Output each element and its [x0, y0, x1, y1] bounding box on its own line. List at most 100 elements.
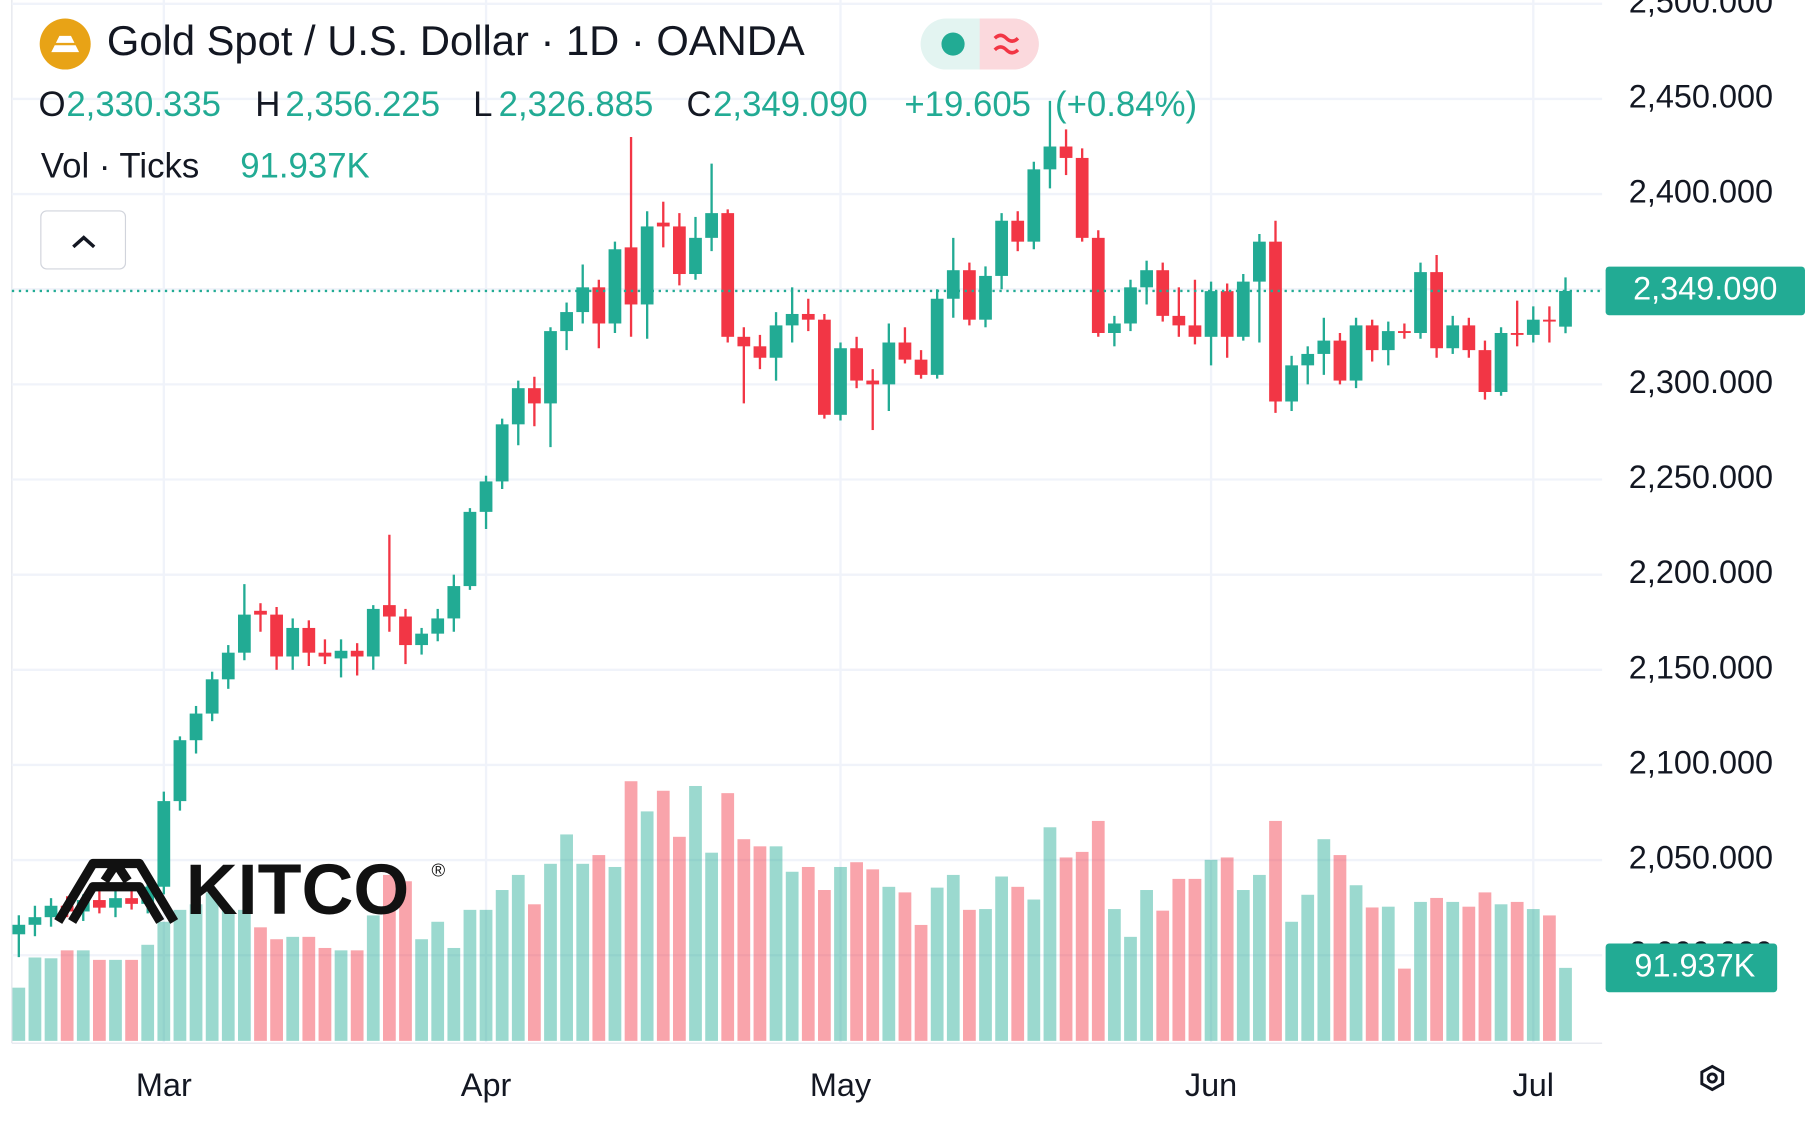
- volume-bar: [995, 876, 1008, 1041]
- volume-bar: [1091, 820, 1105, 1041]
- candle-body: [431, 618, 445, 634]
- candle-body: [189, 713, 203, 741]
- candle-body: [1381, 331, 1395, 351]
- candle-body: [447, 586, 461, 619]
- volume-bar: [1285, 921, 1298, 1041]
- volume-bar: [930, 887, 944, 1041]
- volume-bar: [431, 921, 445, 1041]
- candle-body: [1124, 287, 1137, 324]
- volume-bar: [447, 947, 461, 1041]
- volume-bar: [608, 866, 622, 1041]
- volume-bar: [1559, 967, 1572, 1041]
- candle-body: [689, 237, 702, 275]
- volume-bar: [189, 904, 203, 1041]
- candle-body: [721, 213, 735, 337]
- candle-body: [834, 348, 847, 415]
- candle-body: [882, 342, 896, 385]
- candle-body: [495, 424, 509, 482]
- symbol-icon: [39, 18, 91, 70]
- candle-body: [383, 605, 396, 617]
- candle-body: [1462, 325, 1476, 351]
- candle-body: [318, 652, 332, 657]
- high-value: 2,356.225: [285, 86, 440, 124]
- last-volume-box: [1605, 943, 1778, 993]
- open-key: O: [39, 86, 66, 124]
- candle-body: [737, 336, 751, 347]
- candle-body: [1349, 325, 1363, 381]
- volume-bar: [415, 939, 428, 1041]
- candle-body: [914, 359, 928, 375]
- candle-body: [415, 633, 428, 646]
- volume-bar: [737, 839, 751, 1041]
- candle-body: [1333, 340, 1347, 381]
- candle-body: [334, 650, 348, 659]
- change: +19.605: [904, 86, 1031, 124]
- volume-bar: [254, 927, 267, 1041]
- volume-bar: [1398, 968, 1411, 1041]
- candle-body: [818, 319, 831, 415]
- candle-body: [785, 313, 799, 326]
- candle-body: [157, 801, 171, 887]
- volume-bar: [479, 909, 493, 1041]
- volume-bar: [1446, 901, 1460, 1041]
- x-tick-label: May: [810, 1067, 872, 1103]
- volume-bar: [1140, 890, 1153, 1041]
- settings-icon[interactable]: [1700, 1064, 1725, 1092]
- candle-body: [44, 905, 58, 918]
- volume-bar: [286, 936, 300, 1041]
- volume-bar: [1478, 892, 1492, 1041]
- low-key: L: [473, 86, 492, 124]
- candle-body: [479, 481, 493, 512]
- volume-bar: [1333, 855, 1347, 1041]
- volume-bar: [366, 915, 380, 1041]
- candle-body: [221, 652, 235, 680]
- candle-body: [270, 614, 283, 657]
- candle-body: [173, 740, 187, 802]
- candle-body: [286, 627, 300, 657]
- candle-body: [656, 222, 670, 227]
- volume-bar: [834, 866, 847, 1041]
- volume-bar: [753, 846, 767, 1041]
- status-pill-right: [979, 18, 1039, 70]
- volume-bar: [1510, 901, 1524, 1041]
- x-tick-label: Mar: [136, 1067, 192, 1103]
- candle-body: [560, 312, 573, 332]
- volume-bar: [270, 939, 283, 1041]
- volume-value: 91.937K: [240, 147, 370, 185]
- volume-bar: [238, 909, 251, 1041]
- volume-bar: [640, 811, 654, 1041]
- volume-bar: [721, 793, 735, 1041]
- volume-bar: [334, 950, 348, 1041]
- candle-body: [93, 900, 106, 908]
- volume-bars: [12, 781, 1572, 1041]
- volume-bar: [914, 924, 928, 1041]
- y-tick-label: 2,100.000: [1629, 745, 1773, 781]
- candle-body: [205, 679, 219, 714]
- volume-bar: [689, 785, 702, 1041]
- high-key: H: [255, 86, 280, 124]
- candle-body: [366, 608, 380, 657]
- volume-bar: [560, 834, 573, 1041]
- candle-body: [1220, 291, 1234, 337]
- candle-body: [1140, 270, 1153, 288]
- volume-bar: [801, 866, 815, 1041]
- last-price-box: [1605, 266, 1805, 316]
- candle-body: [1414, 272, 1427, 334]
- volume-bar: [205, 892, 219, 1041]
- delay-icon: [993, 33, 1020, 55]
- candle-body: [1027, 169, 1041, 242]
- volume-bar: [12, 987, 26, 1041]
- candle-body: [592, 287, 606, 324]
- volume-bar: [1172, 878, 1186, 1041]
- volume-bar: [1253, 874, 1266, 1041]
- candle-body: [1365, 325, 1379, 351]
- candle-body: [1059, 146, 1073, 158]
- volume-bar: [157, 921, 171, 1041]
- volume-bar: [866, 869, 880, 1041]
- volume-bar: [1430, 897, 1443, 1041]
- volume-bar: [44, 958, 58, 1041]
- volume-bar: [818, 890, 831, 1041]
- volume-bar: [399, 881, 412, 1041]
- candle-body: [125, 898, 138, 904]
